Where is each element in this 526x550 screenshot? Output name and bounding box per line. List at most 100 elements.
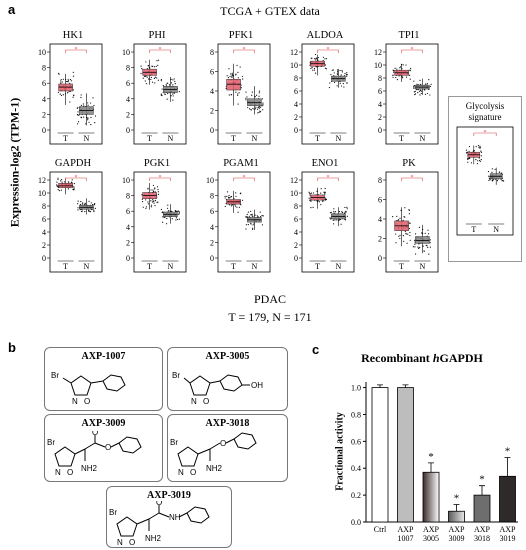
data-point (172, 79, 174, 81)
x-tick-label: AXP (474, 525, 491, 534)
data-point (242, 78, 244, 80)
data-point (413, 80, 415, 82)
data-point (312, 69, 314, 71)
data-point (141, 68, 143, 70)
bar-ctrl (371, 387, 389, 523)
data-point (325, 198, 328, 201)
data-point (251, 215, 253, 217)
group-label: T (147, 262, 152, 271)
error-bar (402, 384, 409, 388)
y-tick-label: 6 (210, 207, 214, 216)
data-point (175, 219, 177, 221)
data-point (250, 109, 252, 111)
data-point (90, 116, 92, 119)
structure-axp3018: Br N O O NH2 (170, 432, 257, 477)
data-point (339, 82, 341, 84)
bar-axp-3009 (448, 510, 465, 523)
y-tick-label: 10 (122, 48, 130, 57)
data-point (68, 181, 70, 183)
group-label: T (471, 225, 476, 234)
panel-a-footer-counts: T = 179, N = 171 (228, 310, 312, 324)
data-point (408, 222, 411, 224)
data-point (428, 233, 430, 235)
atom-label: N (178, 468, 184, 477)
data-point (423, 250, 425, 252)
data-point (251, 91, 253, 93)
data-point (69, 82, 71, 84)
data-point (405, 232, 407, 234)
data-point (310, 200, 312, 202)
data-point (329, 218, 332, 220)
data-point (153, 66, 156, 68)
boxplot-title: HK1 (62, 30, 84, 41)
data-point (56, 181, 58, 183)
structure-axp3019: Br N O O NH NH2 (109, 501, 210, 547)
data-point (167, 204, 169, 206)
significance-bracket (473, 132, 497, 136)
data-point (346, 75, 348, 77)
data-point (402, 77, 404, 79)
data-point (329, 82, 331, 84)
compound-name: AXP-3005 (205, 351, 250, 362)
structure-axp3009: Br N O O O NH2 (47, 431, 142, 477)
significance-star: * (159, 175, 162, 181)
data-point (398, 235, 400, 237)
data-point (174, 209, 176, 212)
data-point (152, 199, 154, 201)
data-point (318, 201, 320, 203)
data-point (240, 192, 242, 194)
y-tick-label: 6 (378, 87, 382, 96)
data-point (491, 171, 493, 173)
plot-frame (133, 171, 187, 273)
y-tick-label: 8 (378, 74, 382, 83)
data-point (336, 73, 339, 75)
data-point (87, 102, 89, 104)
data-point (236, 206, 238, 208)
data-point (258, 90, 261, 92)
data-point (161, 88, 163, 90)
data-point (465, 152, 467, 154)
y-tick-label: 4 (126, 223, 130, 232)
data-point (165, 84, 167, 86)
y-tick-label: 4 (210, 87, 214, 96)
boxplot-gapdh: GAPDH 0 2 4 6 8 10 12 T N * (28, 158, 106, 288)
x-tick-label: 3019 (500, 534, 516, 543)
panel-a-letter: a (8, 2, 16, 17)
group-label: N (84, 134, 90, 143)
data-point (418, 247, 420, 250)
data-point (61, 81, 63, 83)
atom-label: N (191, 397, 197, 406)
y-tick-label: 2 (42, 110, 46, 119)
compound-name: AXP-3019 (147, 490, 191, 501)
data-point (70, 80, 73, 82)
group-label: T (147, 134, 152, 143)
data-point (145, 83, 148, 85)
data-point (328, 86, 331, 89)
data-point (61, 181, 63, 183)
data-point (324, 198, 327, 201)
data-point (429, 242, 431, 244)
data-point (226, 75, 228, 77)
data-point (156, 77, 158, 79)
data-point (399, 234, 401, 236)
significance-bracket (149, 49, 171, 53)
data-point (477, 160, 479, 162)
data-point (172, 93, 174, 95)
data-point (245, 99, 247, 101)
data-point (231, 75, 234, 77)
data-point (57, 91, 59, 94)
y-tick-label: 0.0 (351, 518, 361, 527)
y-tick-label: 2 (378, 113, 382, 122)
data-point (226, 191, 229, 193)
group-label: T (315, 134, 320, 143)
data-point (82, 103, 85, 105)
significance-bracket (233, 49, 255, 53)
significance-bracket (401, 177, 423, 181)
data-point (311, 57, 313, 59)
atom-label: NH2 (81, 464, 98, 473)
data-point (312, 192, 315, 194)
y-tick-label: 6 (294, 87, 298, 96)
data-point (261, 214, 263, 217)
boxplot-svg: 0 2 4 6 8 10 T N * (38, 43, 103, 145)
data-point (418, 90, 421, 92)
